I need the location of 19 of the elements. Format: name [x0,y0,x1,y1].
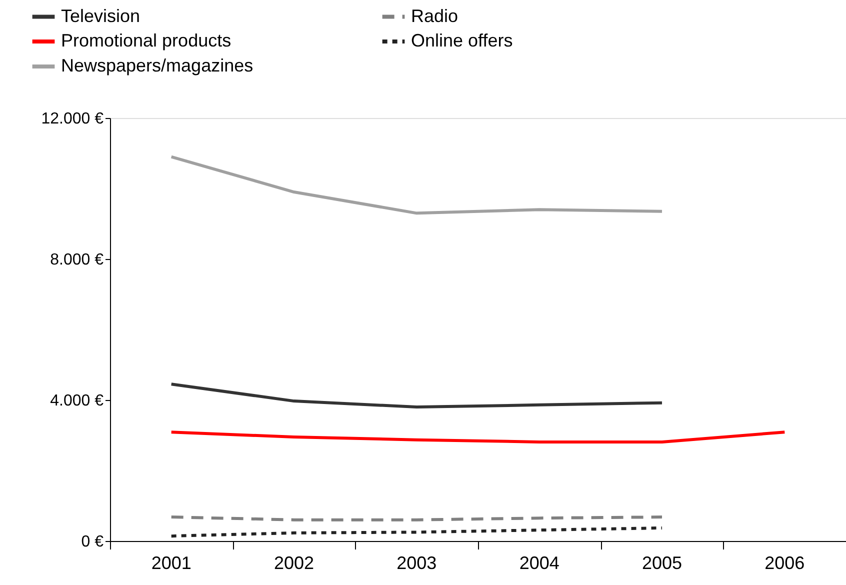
legend-label: Radio [411,6,458,26]
x-tick-label: 2004 [519,553,560,573]
y-tick-label: 0 € [81,534,104,550]
y-tick-label: 8.000 € [50,252,104,268]
legend-label: Newspapers/magazines [61,56,254,76]
legend-label: Promotional products [61,30,232,50]
line-series [170,526,664,538]
line-series [170,382,664,409]
legend-label: Television [61,6,140,26]
x-tick-label: 2001 [151,553,192,573]
x-tick-label: 2003 [396,553,437,573]
line-series [170,155,664,215]
x-tick-label: 2006 [764,553,805,573]
x-tick-label: 2005 [642,553,682,573]
x-tick-label: 2002 [274,553,314,573]
y-tick-label: 12.000 € [41,110,104,128]
legend-label: Online offers [411,30,513,50]
y-tick-label: 4.000 € [50,392,104,410]
line-series [170,430,786,444]
